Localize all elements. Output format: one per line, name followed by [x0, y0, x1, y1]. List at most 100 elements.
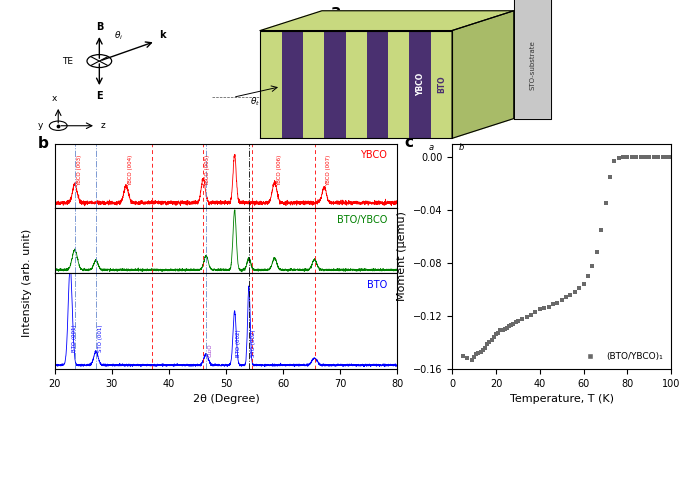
- Text: Cu₂O: Cu₂O: [208, 343, 213, 357]
- Point: [569, 288, 580, 296]
- Point: [626, 153, 637, 161]
- Polygon shape: [260, 11, 514, 31]
- Point: [469, 353, 479, 361]
- Point: [488, 333, 499, 341]
- Polygon shape: [260, 31, 282, 138]
- Text: YBCO (003): YBCO (003): [77, 155, 82, 186]
- Point: [644, 153, 655, 161]
- Point: [534, 306, 545, 313]
- Point: [516, 315, 527, 322]
- Text: B: B: [96, 22, 103, 32]
- Point: [501, 324, 512, 331]
- Point: [582, 272, 593, 280]
- Point: [556, 296, 567, 304]
- Point: [657, 153, 668, 161]
- Point: [591, 249, 602, 256]
- Text: BTO (001): BTO (001): [72, 324, 77, 352]
- Point: [462, 354, 473, 362]
- Point: [543, 303, 554, 310]
- Polygon shape: [282, 31, 303, 138]
- Point: [479, 344, 490, 352]
- Point: [493, 329, 503, 337]
- Text: a: a: [330, 4, 341, 19]
- Text: c: c: [404, 135, 413, 150]
- Text: BTO: BTO: [366, 280, 387, 290]
- Point: [613, 154, 624, 162]
- Polygon shape: [431, 31, 452, 138]
- Point: [635, 153, 646, 161]
- Text: x: x: [52, 94, 58, 103]
- Point: [486, 336, 497, 343]
- Point: [458, 352, 469, 359]
- Polygon shape: [367, 31, 388, 138]
- Point: [497, 327, 508, 334]
- Point: [574, 284, 585, 292]
- Point: [521, 313, 532, 321]
- Point: [565, 291, 576, 298]
- Point: [471, 351, 482, 358]
- Text: a: a: [428, 143, 434, 152]
- Point: [578, 280, 589, 288]
- Point: [587, 262, 598, 269]
- Point: [604, 173, 615, 181]
- Text: BTO/YBCO: BTO/YBCO: [336, 215, 387, 225]
- Point: [484, 339, 495, 346]
- Point: [666, 153, 677, 161]
- Point: [525, 311, 536, 319]
- Text: STO-substrate: STO-substrate: [530, 40, 536, 90]
- Text: BTO: BTO: [437, 76, 446, 93]
- Point: [596, 226, 607, 234]
- X-axis label: 2θ (Degree): 2θ (Degree): [192, 394, 260, 404]
- Text: STO (002): STO (002): [251, 330, 256, 357]
- Point: [473, 349, 484, 357]
- Point: [506, 321, 516, 329]
- Text: YBCO (006): YBCO (006): [277, 155, 282, 186]
- Text: z: z: [101, 121, 105, 130]
- Point: [512, 317, 523, 325]
- Text: y: y: [38, 121, 43, 129]
- Text: E: E: [96, 91, 103, 101]
- Point: [482, 340, 493, 347]
- Polygon shape: [324, 31, 345, 138]
- Point: [508, 320, 519, 328]
- Point: [477, 346, 488, 354]
- Polygon shape: [410, 31, 431, 138]
- Point: [499, 325, 510, 333]
- Polygon shape: [514, 0, 551, 119]
- X-axis label: Temperature, Τ (K): Temperature, Τ (K): [510, 394, 614, 404]
- Point: [510, 319, 521, 326]
- Y-axis label: Moment (μemu): Moment (μemu): [397, 211, 407, 301]
- Polygon shape: [388, 31, 410, 138]
- Point: [560, 294, 571, 301]
- Point: [530, 308, 541, 316]
- Point: [495, 327, 506, 334]
- Polygon shape: [303, 31, 324, 138]
- Point: [475, 348, 486, 355]
- Text: STO (001): STO (001): [97, 325, 103, 352]
- Point: [503, 323, 514, 331]
- Text: b: b: [38, 136, 49, 151]
- Point: [653, 153, 664, 161]
- Point: [600, 199, 611, 207]
- Text: YBCO (004): YBCO (004): [128, 155, 133, 186]
- Text: YBCO: YBCO: [360, 150, 387, 160]
- Text: Intensity (arb. unit): Intensity (arb. unit): [23, 228, 32, 337]
- Text: YBCO (005): YBCO (005): [206, 155, 210, 186]
- Point: [618, 153, 629, 161]
- Text: k: k: [160, 30, 166, 40]
- Point: [609, 157, 620, 165]
- Point: [490, 331, 501, 338]
- Point: [552, 299, 563, 307]
- Text: YBCO (007): YBCO (007): [326, 155, 332, 186]
- Text: $\theta_t$: $\theta_t$: [250, 95, 260, 108]
- Text: b: b: [459, 143, 464, 152]
- Point: [631, 153, 642, 161]
- Text: $\theta_i$: $\theta_i$: [114, 30, 123, 43]
- Point: [640, 153, 651, 161]
- Text: BTO (002): BTO (002): [236, 330, 241, 357]
- Text: YBCO: YBCO: [416, 73, 425, 96]
- Point: [547, 300, 558, 308]
- Legend: (BTO/YBCO)₁: (BTO/YBCO)₁: [577, 348, 667, 365]
- Polygon shape: [345, 31, 367, 138]
- Polygon shape: [452, 11, 514, 138]
